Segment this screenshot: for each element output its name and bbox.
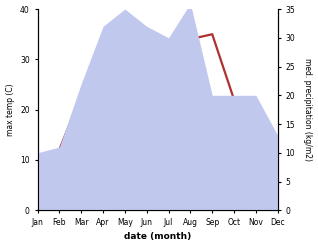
X-axis label: date (month): date (month) [124, 232, 191, 242]
Y-axis label: med. precipitation (kg/m2): med. precipitation (kg/m2) [303, 58, 313, 161]
Y-axis label: max temp (C): max temp (C) [5, 83, 15, 136]
